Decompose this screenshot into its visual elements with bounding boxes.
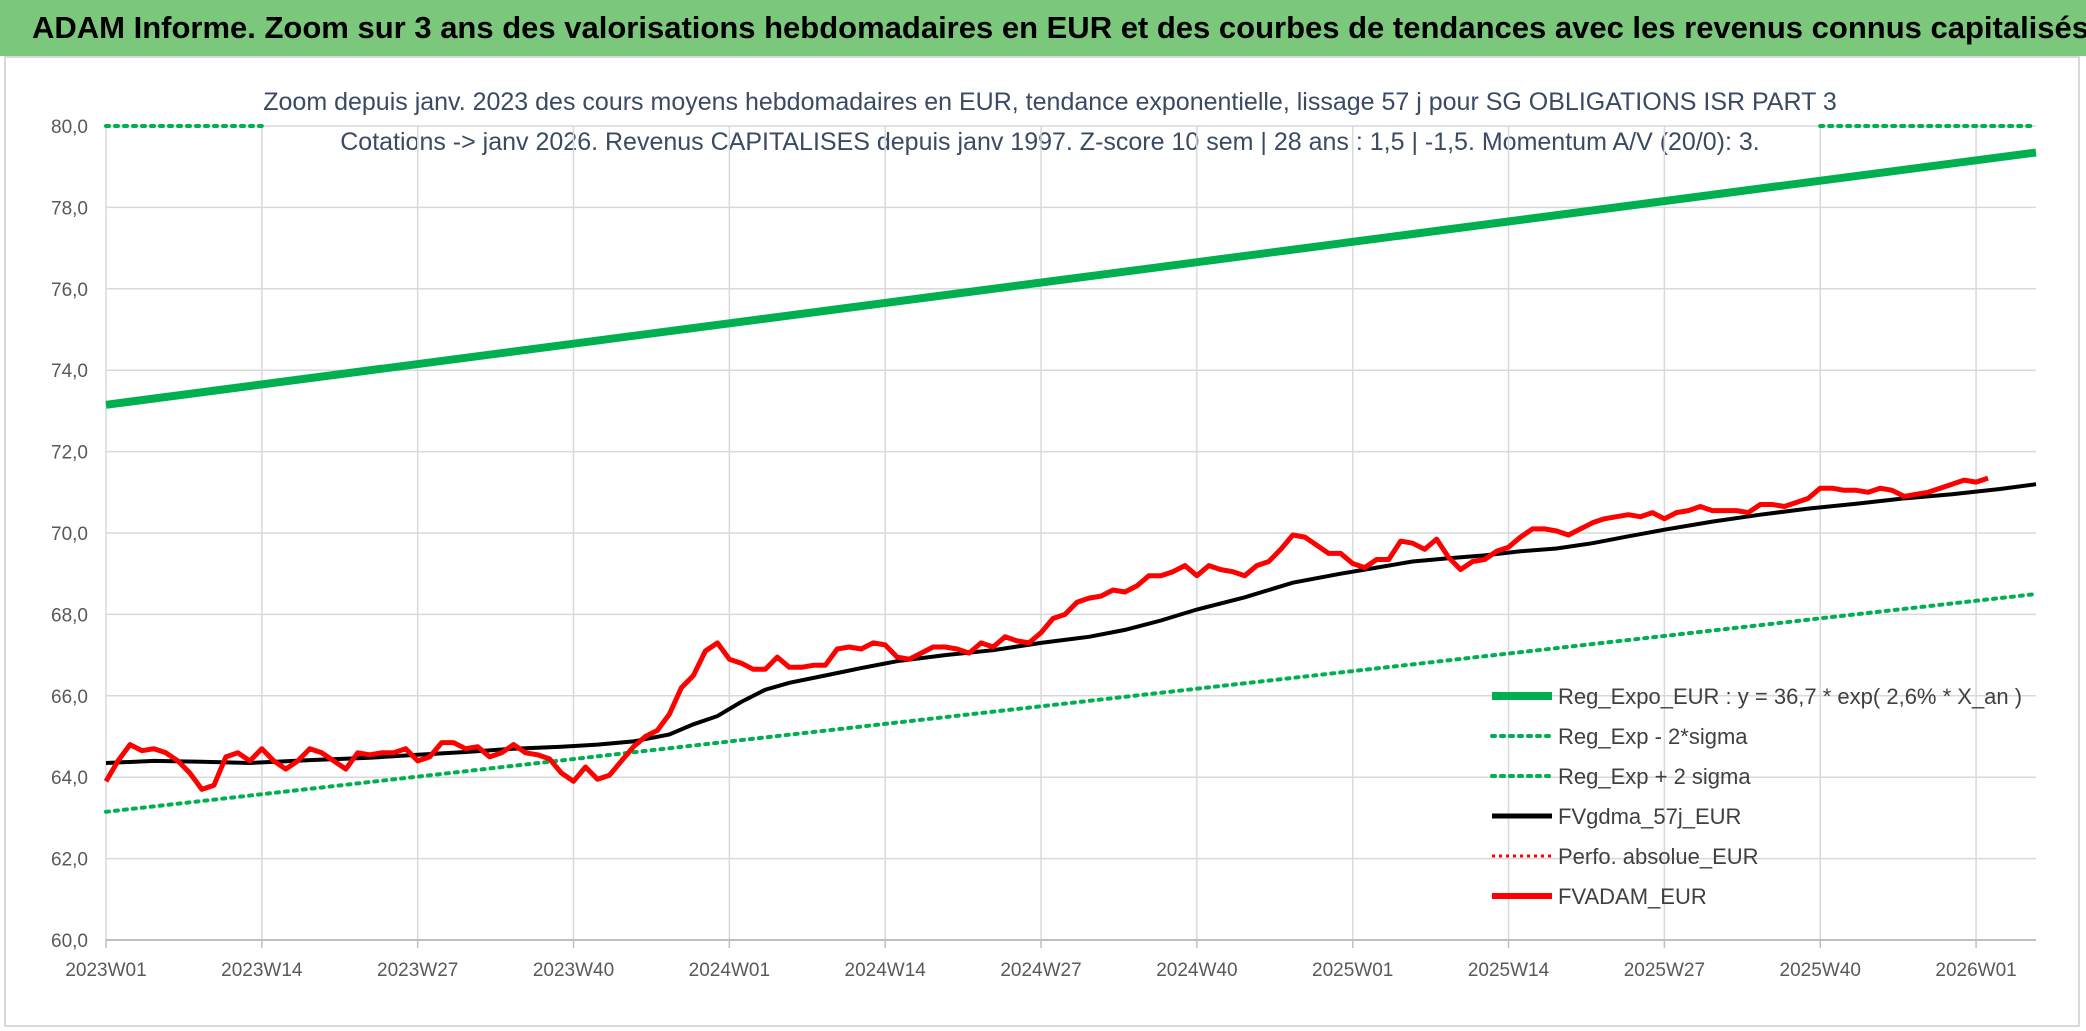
x-tick-label: 2025W27 [1624,960,1705,981]
y-tick-label: 64,0 [51,768,88,789]
x-tick-label: 2024W01 [689,960,770,981]
moving-average-series [105,482,2037,766]
y-tick-label: 60,0 [51,931,88,952]
trend-line-series [105,148,2037,409]
legend-label: Reg_Exp - 2*sigma [1558,724,1748,749]
report-banner-title: ADAM Informe. Zoom sur 3 ans des valoris… [0,0,2086,56]
line-chart: Zoom depuis janv. 2023 des cours moyens … [51,88,2038,981]
x-axis: 2023W01 2023W14 2023W27 2023W40 2024W01 2024W… [65,939,2036,981]
x-tick-label: 2023W14 [221,960,303,981]
x-tick-label: 2025W14 [1468,960,1550,981]
y-axis: 60,0 62,0 64,0 66,0 68,0 70,0 72,0 74,0 76,0 78,0… [51,117,88,952]
legend-label: Perfo. absolue_EUR [1558,844,1759,869]
x-tick-label: 2025W01 [1312,960,1393,981]
y-tick-label: 76,0 [51,280,88,301]
chart-subtitle-line2: Cotations -> janv 2026. Revenus CAPITALI… [340,128,1760,156]
x-tick-label: 2023W40 [533,960,614,981]
legend: Reg_Expo_EUR : y = 36,7 * exp( 2,6% * X_… [1490,684,2022,909]
legend-label: FVgdma_57j_EUR [1558,804,1741,829]
y-tick-label: 78,0 [51,198,88,219]
y-tick-label: 74,0 [51,361,88,382]
legend-label: Reg_Expo_EUR : y = 36,7 * exp( 2,6% * X_… [1558,684,2022,709]
x-tick-label: 2024W40 [1156,960,1237,981]
x-tick-label: 2026W01 [1935,960,2016,981]
y-tick-label: 70,0 [51,524,88,545]
x-tick-label: 2025W40 [1780,960,1861,981]
y-tick-label: 62,0 [51,850,88,871]
x-tick-label: 2023W01 [65,960,146,981]
x-tick-label: 2024W27 [1000,960,1081,981]
y-tick-label: 72,0 [51,443,88,464]
chart-subtitle-line1: Zoom depuis janv. 2023 des cours moyens … [263,88,1837,116]
lower-band-series [104,592,2038,814]
y-tick-label: 68,0 [51,605,88,626]
y-tick-label: 80,0 [51,117,88,138]
grid [105,125,2036,941]
legend-label: Reg_Exp + 2 sigma [1558,764,1751,789]
x-tick-label: 2024W14 [845,960,927,981]
chart-frame: Zoom depuis janv. 2023 des cours moyens … [4,56,2080,1027]
y-tick-label: 66,0 [51,687,88,708]
legend-label: FVADAM_EUR [1558,884,1707,909]
x-tick-label: 2023W27 [377,960,458,981]
price-series [103,475,1989,792]
series-group [103,124,2038,814]
